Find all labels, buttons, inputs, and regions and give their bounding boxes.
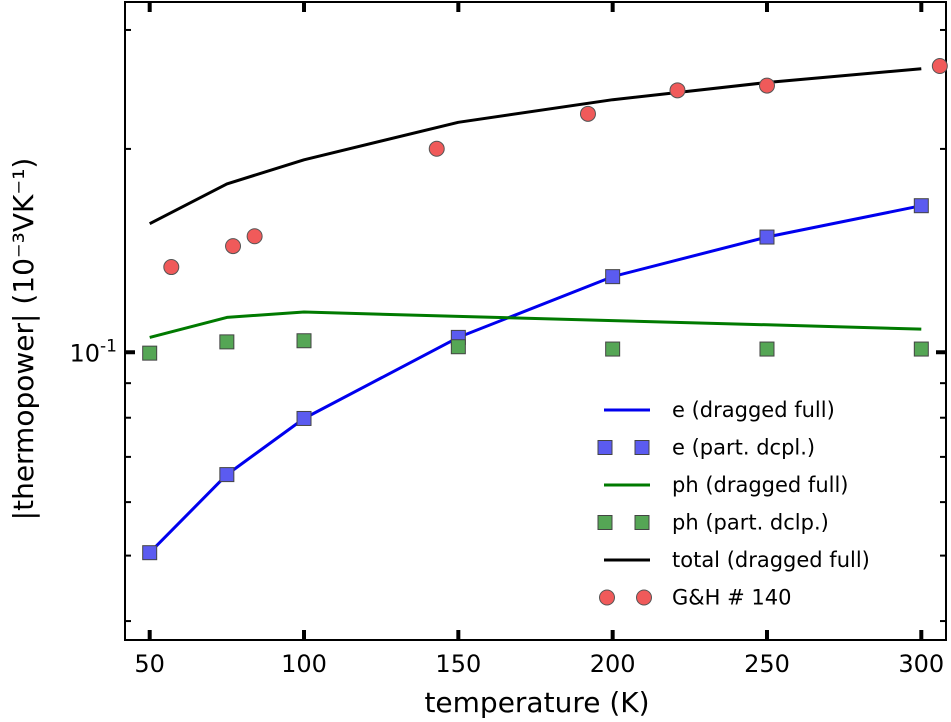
data-point-square xyxy=(296,410,312,426)
legend-marker-square xyxy=(597,440,613,455)
legend-label: e (part. dcpl.) xyxy=(672,436,815,460)
data-point-circle xyxy=(758,77,775,94)
plot-frame xyxy=(124,1,947,641)
series-total-dragged-full xyxy=(149,67,922,226)
legend-item: ph (part. dclp.) xyxy=(597,511,829,535)
data-point-square xyxy=(296,333,312,349)
legend-label: e (dragged full) xyxy=(672,398,835,422)
data-point-circle xyxy=(163,259,180,276)
legend-item: e (part. dcpl.) xyxy=(597,436,815,460)
legend-item: G&H # 140 xyxy=(599,586,791,610)
legend-marker-circle xyxy=(599,589,615,606)
legend-item: e (dragged full) xyxy=(604,398,835,422)
x-tick-label: 250 xyxy=(744,650,790,678)
x-tick-label: 200 xyxy=(590,650,636,678)
data-point-square xyxy=(142,345,158,361)
data-point-square xyxy=(759,229,775,245)
data-point-square xyxy=(913,341,929,357)
data-point-square xyxy=(913,198,929,214)
series-ph-dragged-full xyxy=(149,310,922,339)
y-tick-label: 10-1 xyxy=(70,336,118,367)
x-tick-label: 150 xyxy=(435,650,481,678)
x-axis-ticks: 50 100 150 200 250 300 xyxy=(134,2,944,678)
x-tick-label: 300 xyxy=(898,650,944,678)
x-tick-label: 50 xyxy=(134,650,165,678)
legend-marker-circle xyxy=(636,589,652,606)
data-point-square xyxy=(219,334,235,350)
data-point-square xyxy=(605,341,621,357)
series-g-h-140 xyxy=(163,58,948,276)
data-point-circle xyxy=(579,105,596,122)
y-axis-ticks: 10-1 xyxy=(70,28,946,623)
legend-marker-square xyxy=(597,515,613,530)
data-point-square xyxy=(450,339,466,355)
y-tick-label-exponent: -1 xyxy=(100,336,117,356)
data-point-circle xyxy=(931,58,948,75)
legend: e (dragged full) e (part. dcpl.) ph (dragg… xyxy=(597,398,870,610)
plot-border xyxy=(124,1,947,641)
legend-label: ph (part. dclp.) xyxy=(672,511,829,535)
y-axis-label: |thermopower| (10⁻³VK⁻¹) xyxy=(7,158,40,521)
x-tick-label: 100 xyxy=(281,650,327,678)
legend-marker-square xyxy=(634,440,650,455)
series-line-ph-dragged-full xyxy=(149,310,922,339)
legend-label: ph (dragged full) xyxy=(672,473,849,497)
legend-item: total (dragged full) xyxy=(604,548,870,572)
data-point-circle xyxy=(246,228,263,245)
data-point-square xyxy=(219,467,235,483)
data-point-square xyxy=(142,545,158,561)
x-axis-label: temperature (K) xyxy=(424,686,649,719)
series-line-e-dragged-full xyxy=(148,204,922,554)
series-ph-part-dclp xyxy=(142,333,929,361)
y-tick-label-base: 10 xyxy=(70,339,101,367)
legend-label: G&H # 140 xyxy=(672,586,791,610)
data-point-circle xyxy=(428,140,445,157)
data-point-square xyxy=(605,269,621,285)
data-point-square xyxy=(759,341,775,357)
series-e-dragged-full xyxy=(148,204,922,554)
legend-item: ph (dragged full) xyxy=(604,473,849,497)
series-e-part-dcpl xyxy=(142,198,929,561)
series-layer xyxy=(142,58,948,561)
legend-label: total (dragged full) xyxy=(672,548,870,572)
series-line-total-dragged-full xyxy=(149,67,922,226)
legend-marker-square xyxy=(634,515,650,530)
data-point-circle xyxy=(225,238,242,255)
data-point-circle xyxy=(669,82,686,99)
